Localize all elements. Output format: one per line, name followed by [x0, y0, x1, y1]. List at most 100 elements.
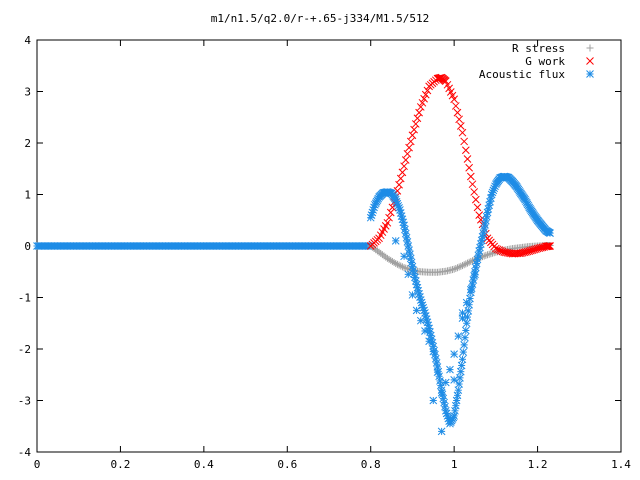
data-point — [457, 262, 465, 270]
data-point — [463, 259, 471, 267]
data-point — [446, 365, 454, 374]
series-r-stress — [367, 241, 554, 276]
data-point — [468, 180, 477, 189]
data-point — [420, 94, 428, 103]
x-tick-label: 0 — [34, 458, 41, 471]
zero-baseline — [33, 242, 374, 250]
data-point — [456, 122, 465, 130]
data-point — [431, 350, 439, 359]
data-point — [467, 257, 475, 265]
data-point — [386, 208, 395, 217]
x-tick-label: 1.4 — [611, 458, 631, 471]
data-point — [432, 359, 441, 367]
data-point — [401, 156, 410, 164]
data-point — [458, 309, 467, 317]
data-point — [453, 264, 461, 272]
data-point — [454, 332, 463, 340]
data-point — [473, 203, 482, 212]
x-tick-label: 0.2 — [110, 458, 130, 471]
data-point — [467, 284, 476, 293]
data-point — [406, 250, 414, 259]
data-point — [544, 242, 553, 251]
data-point — [480, 252, 488, 260]
data-point — [462, 319, 471, 328]
y-tick-label: 2 — [24, 137, 31, 150]
data-point — [435, 372, 443, 381]
y-tick-label: 1 — [24, 189, 31, 202]
data-point — [471, 195, 480, 204]
series-acoustic-flux — [366, 172, 554, 436]
y-tick-label: 4 — [24, 34, 31, 47]
data-point — [400, 252, 408, 261]
data-point — [461, 333, 469, 342]
data-point — [542, 242, 551, 251]
data-point — [397, 262, 405, 270]
data-point — [481, 221, 489, 229]
data-point — [460, 137, 469, 146]
data-point — [455, 380, 464, 388]
data-point — [503, 248, 512, 257]
data-point — [395, 261, 403, 269]
y-tick-label: -3 — [18, 395, 31, 408]
data-point — [407, 258, 416, 267]
data-point — [398, 168, 407, 177]
data-point — [465, 300, 474, 309]
data-point — [456, 367, 465, 376]
data-point — [428, 338, 437, 347]
data-point — [489, 249, 497, 257]
legend-marker — [586, 70, 594, 78]
data-marks — [33, 73, 554, 436]
data-point — [545, 228, 554, 237]
data-point — [395, 180, 403, 189]
data-point — [458, 128, 467, 137]
data-point — [423, 86, 432, 95]
data-point — [466, 172, 475, 181]
data-point — [410, 125, 418, 134]
data-point — [545, 242, 554, 250]
data-point — [413, 114, 422, 123]
data-point — [462, 260, 470, 268]
data-point — [406, 137, 415, 146]
legend-marker — [586, 57, 594, 65]
data-point — [402, 264, 410, 272]
y-tick-label: -4 — [18, 446, 32, 459]
data-point — [480, 225, 489, 233]
data-point — [461, 146, 470, 155]
x-tick-label: 1 — [451, 458, 458, 471]
y-tick-label: 3 — [24, 86, 31, 99]
data-point — [453, 108, 462, 117]
data-point — [484, 251, 492, 259]
data-point — [455, 263, 463, 271]
data-point — [405, 143, 413, 152]
y-tick-label: -2 — [18, 343, 31, 356]
data-point — [465, 258, 473, 266]
data-point — [441, 402, 449, 411]
data-point — [460, 341, 469, 349]
data-point — [440, 267, 448, 275]
data-point — [458, 355, 467, 364]
data-point — [482, 251, 490, 259]
data-point — [543, 242, 552, 251]
data-point — [452, 396, 461, 405]
legend-label: G work — [525, 55, 565, 68]
data-point — [468, 257, 476, 265]
x-tick-label: 1.2 — [528, 458, 548, 471]
data-point — [487, 250, 495, 258]
data-point — [450, 350, 458, 359]
data-point — [403, 238, 412, 246]
data-point — [429, 396, 438, 405]
data-point — [437, 427, 446, 436]
data-point — [421, 90, 430, 99]
data-point — [416, 103, 425, 111]
data-point — [460, 261, 468, 269]
legend-label: Acoustic flux — [479, 68, 565, 81]
data-point — [464, 307, 473, 315]
data-point — [424, 321, 433, 330]
data-point — [399, 218, 408, 227]
data-point — [400, 264, 408, 272]
data-point — [418, 98, 427, 107]
data-point — [470, 272, 479, 280]
data-point — [482, 212, 491, 221]
y-tick-label: 0 — [24, 240, 31, 253]
